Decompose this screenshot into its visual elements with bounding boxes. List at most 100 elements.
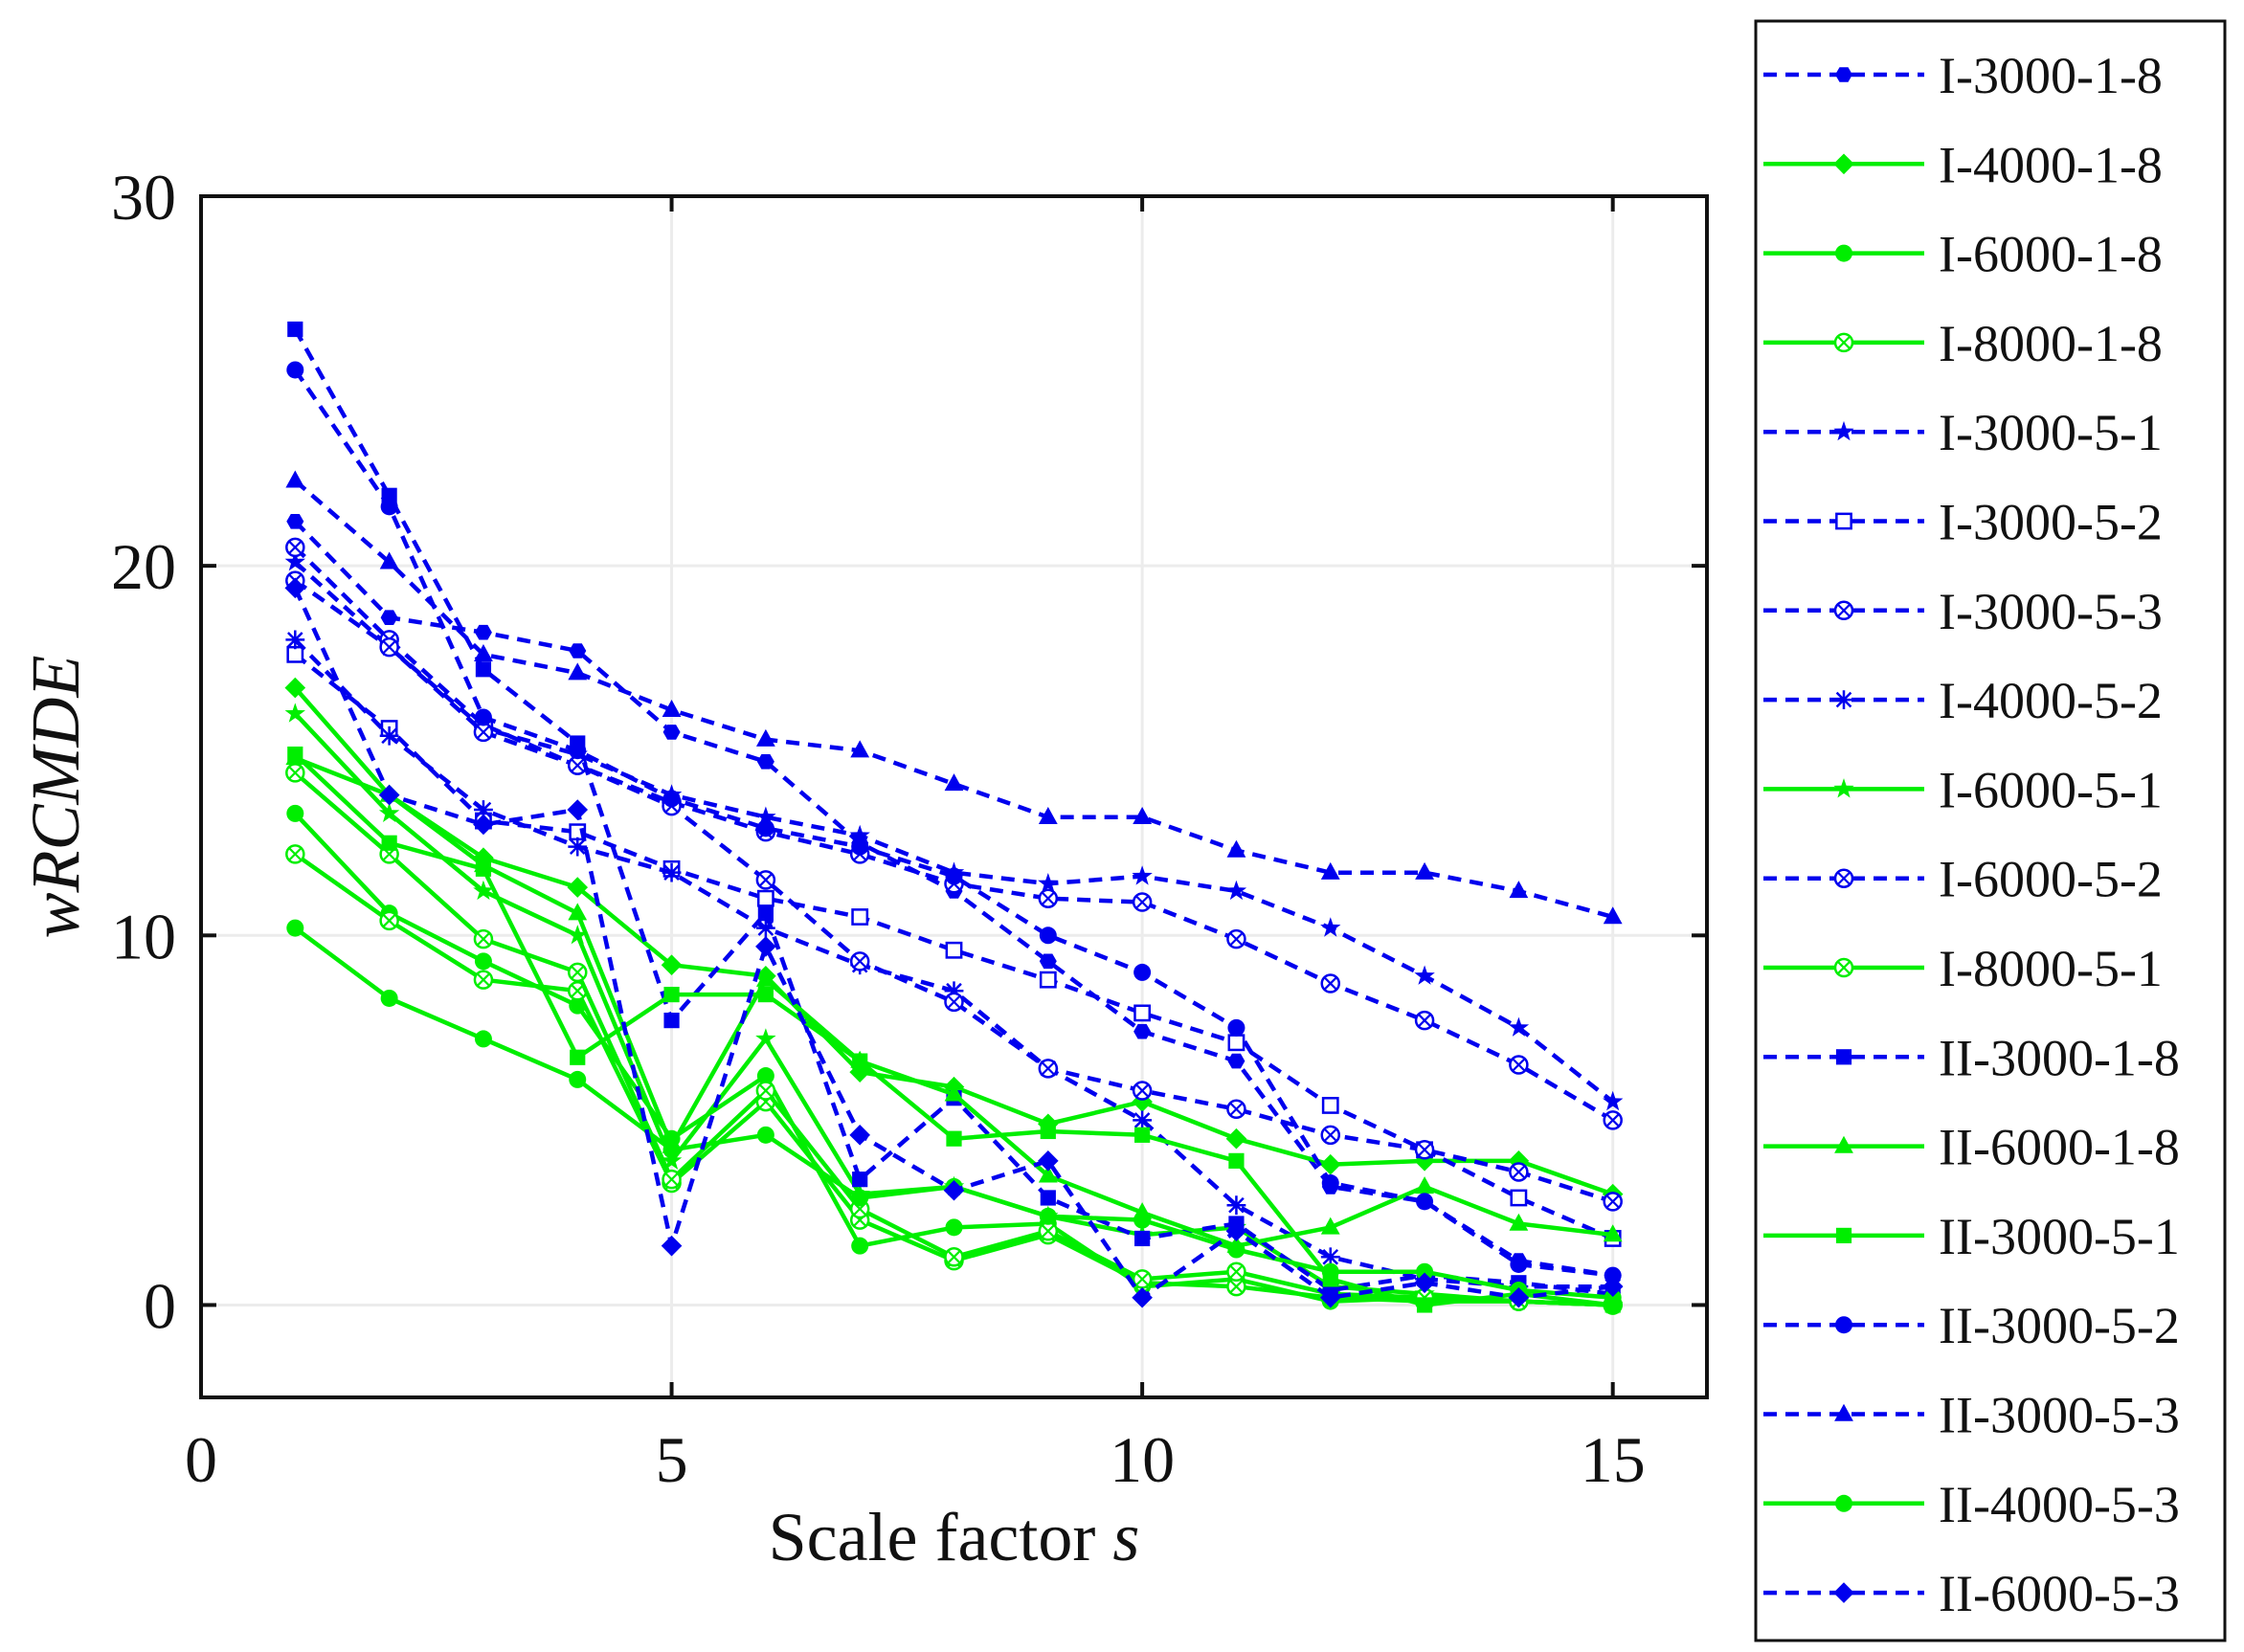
data-point-marker — [1225, 1220, 1247, 1242]
x-axis-variable: s — [1112, 1499, 1139, 1575]
data-point-marker — [1319, 1153, 1341, 1175]
data-point-marker — [1323, 1127, 1337, 1142]
data-point-marker — [1414, 1272, 1435, 1294]
x-tick-label: 5 — [656, 1423, 688, 1496]
data-point-marker — [286, 804, 304, 822]
data-point-marker — [1512, 1058, 1526, 1072]
data-point-marker — [1133, 1023, 1152, 1039]
data-point-marker — [568, 662, 588, 681]
data-point-marker — [1225, 880, 1247, 901]
data-point-marker — [1132, 865, 1153, 885]
data-point-marker — [1135, 1272, 1150, 1286]
legend-label: I-4000-5-2 — [1939, 672, 2163, 729]
data-point-marker — [1836, 335, 1851, 349]
data-point-marker — [475, 661, 492, 678]
data-point-marker — [755, 918, 775, 938]
legend-item: I-3000-1-8 — [1763, 47, 2163, 104]
data-point-marker — [756, 1126, 774, 1144]
data-point-marker — [476, 972, 491, 987]
y-tick-label: 20 — [111, 530, 176, 603]
data-point-marker — [1836, 603, 1851, 617]
data-point-marker — [571, 965, 585, 979]
data-point-marker — [474, 800, 493, 819]
data-point-marker — [380, 989, 398, 1007]
data-point-marker — [1229, 932, 1244, 947]
data-point-marker — [378, 784, 400, 806]
data-point-marker — [1041, 1224, 1055, 1239]
data-point-marker — [1133, 963, 1152, 981]
data-point-marker — [378, 802, 400, 822]
data-point-marker — [288, 540, 303, 554]
y-tick-label: 10 — [111, 900, 176, 972]
data-point-marker — [381, 835, 397, 851]
data-point-marker — [1835, 244, 1852, 262]
legend-item: II-6000-5-3 — [1763, 1565, 2180, 1622]
data-point-marker — [1603, 1224, 1623, 1242]
legend-item: II-3000-5-3 — [1763, 1387, 2180, 1444]
data-point-marker — [662, 790, 681, 808]
data-point-marker — [1417, 1014, 1432, 1028]
data-point-marker — [1320, 917, 1341, 937]
data-point-marker — [662, 725, 681, 740]
legend-label: I-6000-1-8 — [1939, 226, 2163, 283]
data-point-marker — [851, 837, 869, 856]
data-point-marker — [944, 773, 964, 792]
data-point-marker — [1416, 1297, 1433, 1313]
data-point-marker — [1039, 1207, 1057, 1225]
data-point-marker — [852, 1053, 868, 1069]
data-point-marker — [286, 361, 304, 379]
series-ii-3000-5-3 — [285, 470, 1623, 925]
data-point-marker — [1041, 1061, 1055, 1076]
data-point-marker — [571, 984, 585, 998]
legend-label: I-8000-5-1 — [1939, 940, 2163, 997]
data-point-marker — [1227, 1034, 1245, 1052]
data-point-marker — [1417, 1143, 1432, 1157]
data-point-marker — [288, 847, 303, 861]
data-point-marker — [663, 1013, 680, 1029]
data-point-marker — [284, 703, 305, 723]
data-point-marker — [286, 645, 304, 663]
data-point-marker — [853, 954, 867, 969]
data-point-marker — [284, 577, 306, 599]
data-point-marker — [1833, 153, 1854, 175]
data-point-marker — [1135, 895, 1150, 909]
x-tick-label: 0 — [185, 1423, 217, 1496]
legend-item: I-8000-5-1 — [1763, 940, 2163, 997]
data-point-marker — [284, 677, 306, 699]
data-point-marker — [943, 1179, 965, 1201]
data-point-marker — [1836, 960, 1851, 975]
legend-label: II-3000-5-3 — [1939, 1387, 2180, 1444]
data-point-marker — [946, 1130, 962, 1147]
data-point-marker — [1319, 1286, 1341, 1308]
data-point-marker — [379, 551, 399, 569]
data-point-marker — [662, 1141, 681, 1159]
legend-label: II-3000-5-1 — [1939, 1208, 2180, 1265]
data-point-marker — [286, 919, 304, 937]
data-point-marker — [473, 880, 494, 901]
data-point-marker — [661, 1150, 683, 1170]
data-point-marker — [851, 1237, 869, 1255]
data-point-marker — [757, 905, 774, 922]
data-point-marker — [1038, 1150, 1059, 1172]
data-point-marker — [1135, 1083, 1150, 1098]
data-point-marker — [1320, 1217, 1340, 1235]
data-point-marker — [1416, 1262, 1434, 1281]
legend: I-3000-1-8 I-4000-1-8 I-6000-1-8 I-8000-1-8… — [1754, 19, 2227, 1642]
data-point-marker — [947, 994, 961, 1009]
data-point-marker — [944, 981, 964, 1001]
data-point-marker — [756, 1067, 774, 1085]
legend-item: II-3000-5-1 — [1763, 1208, 2180, 1265]
series-line — [293, 479, 1614, 920]
data-point-marker — [1510, 1255, 1528, 1273]
legend-item: II-4000-5-3 — [1763, 1476, 2180, 1533]
data-point-marker — [849, 1125, 870, 1146]
legend-label: I-4000-1-8 — [1939, 136, 2163, 193]
data-point-marker — [1603, 1090, 1624, 1111]
data-point-marker — [661, 1235, 683, 1257]
data-point-marker — [755, 728, 775, 747]
grid-lines — [201, 196, 1707, 1397]
data-point-marker — [285, 630, 305, 650]
data-point-marker — [567, 877, 589, 898]
data-point-marker — [1038, 806, 1058, 824]
data-point-marker — [1320, 861, 1340, 880]
